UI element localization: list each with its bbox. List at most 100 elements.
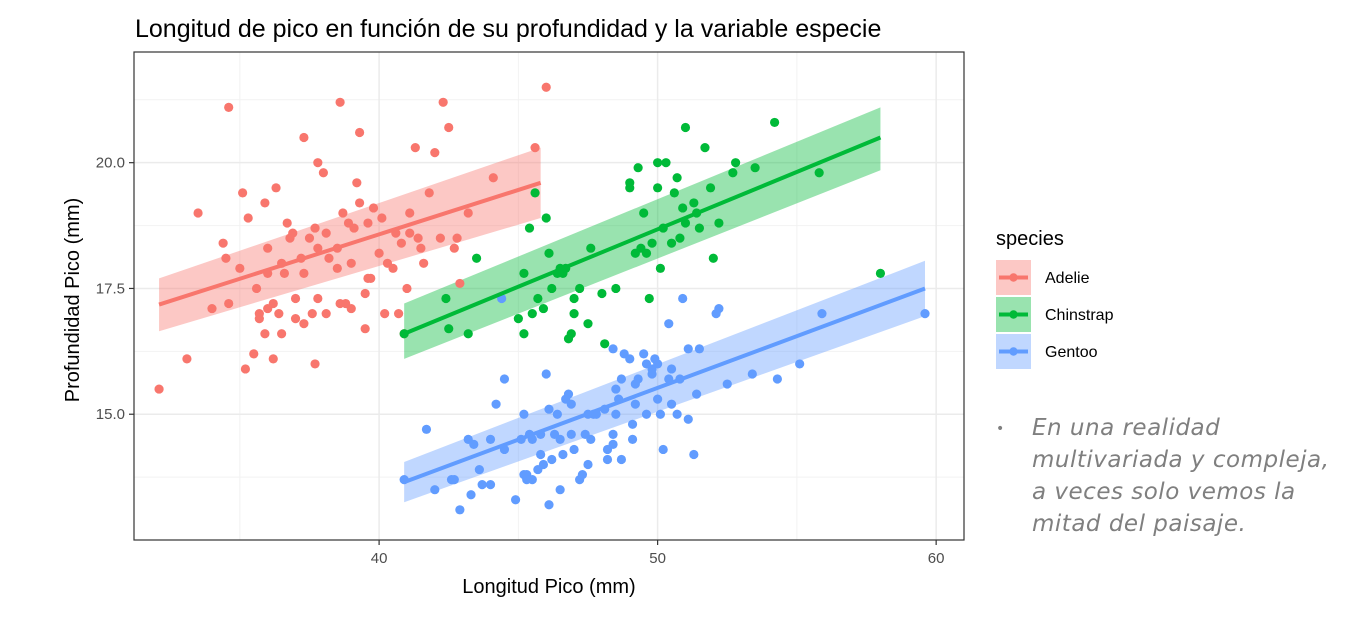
legend-item-adelie: Adelie [996,260,1090,295]
data-point [795,359,805,369]
data-point [672,409,682,419]
legend-key-point [1009,310,1018,319]
data-point [714,218,724,228]
data-point [519,268,529,278]
legend-label: Adelie [1045,270,1090,287]
data-point [555,485,565,495]
data-point [488,173,498,183]
legend-items: Adelie Chinstrap Gentoo [996,260,1114,369]
data-point [541,213,551,223]
data-point [207,303,217,314]
data-point [182,354,192,364]
data-point [221,253,231,263]
data-point [636,243,646,253]
data-point [611,384,621,394]
chart-title: Longitud de pico en función de su profun… [135,15,881,43]
data-point [441,293,451,304]
y-tick-label: 15.0 [96,406,125,423]
data-point [694,223,705,233]
x-axis-label: Longitud Pico (mm) [462,576,635,598]
data-point [332,263,342,273]
data-point [639,349,649,359]
data-point [669,188,679,198]
data-point [672,173,682,183]
data-point [678,203,688,213]
data-point [608,429,618,439]
data-point [279,268,290,278]
data-point [558,449,568,460]
data-point [282,218,292,228]
data-point [430,485,440,495]
data-point [647,238,657,248]
data-point [633,163,643,173]
data-point [243,213,253,223]
data-point [541,369,551,379]
data-point [666,399,677,409]
data-point [569,444,579,455]
data-point [355,198,365,208]
data-point [313,158,323,168]
data-point [920,309,930,319]
data-point [625,354,635,364]
data-point [346,303,356,314]
data-point [731,158,741,168]
data-point [658,444,668,455]
data-point [728,168,738,178]
data-point [360,288,370,299]
data-point [597,288,607,299]
data-point [288,228,298,238]
regression-line-adelie [158,180,542,307]
legend-key-point [1009,273,1018,282]
data-point [639,208,649,218]
data-point [491,399,501,409]
data-point [630,379,640,389]
data-point [393,309,404,319]
data-point [299,319,309,329]
data-point [647,369,657,379]
data-point [661,158,671,168]
data-point [449,243,459,253]
data-point [290,293,301,304]
legend-key-point [1009,347,1018,356]
data-point [653,158,663,168]
data-point [290,314,301,324]
y-axis-label: Profundidad Pico (mm) [62,198,84,403]
data-point [313,243,323,253]
data-point [260,329,270,339]
data-point [653,183,663,193]
data-point [700,142,710,153]
data-point [368,203,379,213]
data-point [689,449,699,460]
data-point [653,359,663,369]
data-point [416,243,426,253]
data-point [689,198,699,208]
data-point [666,364,677,374]
legend-title: species [996,228,1064,250]
data-point [644,293,654,304]
note-bullet-point: • En una realidad multivariada y complej… [996,412,1356,540]
data-point [566,329,576,339]
data-point [310,223,320,233]
data-point [410,142,420,153]
data-point [722,379,732,389]
data-point [705,183,716,193]
data-point [538,303,549,314]
data-point [519,409,529,419]
data-point [444,324,454,334]
data-point [424,188,434,198]
data-point [224,298,234,309]
legend-item-gentoo: Gentoo [996,334,1098,369]
data-point [569,309,579,319]
data-point [438,97,448,107]
data-point [655,409,666,419]
data-point [692,389,702,399]
data-point [455,278,465,289]
data-point [611,283,621,294]
note-text: En una realidad multivariada y compleja,… [1032,415,1330,537]
data-point [694,344,705,354]
data-point [536,449,546,460]
data-point [463,208,473,218]
data-point [524,223,535,233]
data-point [310,359,320,369]
data-point [193,208,203,218]
